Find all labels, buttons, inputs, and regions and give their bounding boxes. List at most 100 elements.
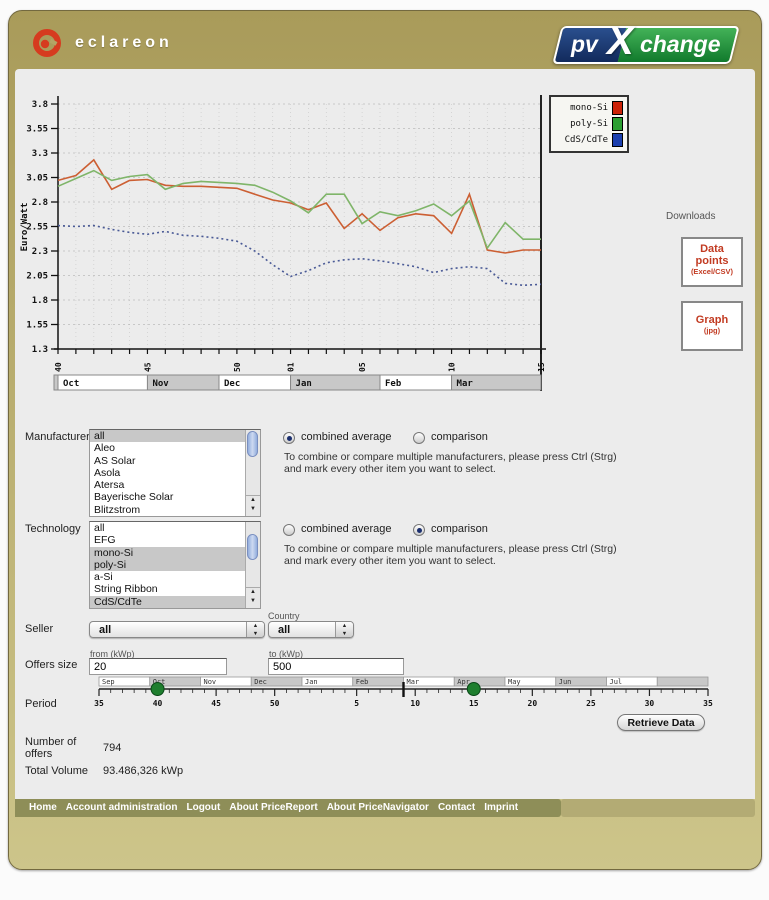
listbox-scrollbar[interactable]: ▲ ▼	[245, 430, 260, 516]
retrieve-data-button[interactable]: Retrieve Data	[617, 714, 705, 731]
svg-text:50: 50	[233, 362, 242, 372]
manufacturer-help-line1: To combine or compare multiple manufactu…	[284, 451, 617, 463]
country-dropdown-stepper-icon[interactable]: ▲ ▼	[335, 622, 353, 637]
pvxchange-x-text: X	[607, 19, 634, 63]
svg-text:Oct: Oct	[153, 678, 166, 686]
mfr-option[interactable]: AS Solar	[94, 454, 136, 467]
technology-comparison-label: comparison	[431, 523, 488, 535]
tech-option[interactable]: EFG	[94, 534, 116, 547]
svg-text:Mar: Mar	[407, 678, 420, 686]
footer-nav-item[interactable]: Imprint	[484, 802, 519, 813]
period-label: Period	[25, 698, 57, 710]
mfr-option[interactable]: Asola	[94, 466, 121, 479]
svg-text:35: 35	[703, 699, 713, 708]
tech-option[interactable]: mono-Si	[90, 546, 260, 559]
seller-dropdown[interactable]: all ▲ ▼	[89, 621, 265, 638]
svg-text:30: 30	[645, 699, 655, 708]
footer-nav-item[interactable]: About PriceReport	[229, 802, 318, 813]
footer-nav-item[interactable]: Account administration	[65, 802, 178, 813]
country-label: Country	[268, 611, 300, 621]
svg-text:2.55: 2.55	[26, 223, 48, 233]
footer-nav-item[interactable]: Contact	[437, 802, 476, 813]
mfr-option[interactable]: Aleo	[94, 442, 116, 455]
svg-text:45: 45	[211, 699, 221, 708]
download-data-points-button[interactable]: Data points (Excel/CSV)	[681, 237, 743, 287]
pvxchange-change-text: change	[640, 31, 721, 57]
technology-listbox[interactable]: all EFG mono-Si poly-Si a-Si String Ribbon CdS…	[89, 521, 261, 609]
period-slider[interactable]: Sep Oct Nov Dec Jan Feb Mar Apr May Jun Jul 35 40 45 5…	[15, 673, 755, 719]
footer-nav-bar	[15, 799, 561, 817]
download-graph-button[interactable]: Graph (jpg)	[681, 301, 743, 351]
svg-text:3.3: 3.3	[32, 149, 48, 159]
svg-text:3.05: 3.05	[26, 174, 48, 184]
listbox-scrollbar[interactable]: ▲ ▼	[245, 522, 260, 608]
pvxchange-logo[interactable]: pv X change	[552, 19, 740, 64]
svg-text:1.3: 1.3	[32, 345, 48, 355]
series-CdS/CdTe	[57, 224, 542, 287]
price-chart: 3.8 3.55 3.3 3.05 2.8 2.55 2.3 2.05 1.8 1.55 1.3 Eu…	[20, 95, 546, 391]
svg-text:35: 35	[94, 699, 104, 708]
mfr-option[interactable]: Bayerische Solar	[94, 491, 174, 504]
manufacturer-comparison-label: comparison	[431, 431, 488, 443]
eclareon-swirl-icon	[33, 29, 61, 57]
scrollbar-arrows-icon[interactable]: ▲ ▼	[246, 495, 260, 516]
slider-month-segment	[656, 676, 709, 687]
technology-help-line2: and mark every other item you want to se…	[284, 555, 496, 567]
mfr-option[interactable]: Atersa	[94, 479, 125, 492]
svg-text:1.55: 1.55	[26, 321, 48, 331]
period-slider-handle[interactable]	[466, 682, 481, 696]
footer-nav-item[interactable]: Home	[29, 802, 57, 813]
svg-text:Jun: Jun	[559, 678, 572, 686]
number-of-offers-label-line1: Number of	[25, 736, 77, 748]
country-dropdown[interactable]: all ▲ ▼	[268, 621, 354, 638]
seller-dropdown-stepper-icon[interactable]: ▲ ▼	[246, 622, 264, 637]
svg-text:Feb: Feb	[356, 678, 369, 686]
technology-combined-average-radio[interactable]	[283, 524, 295, 536]
manufacturer-combined-average-label: combined average	[301, 431, 392, 443]
chart-grid	[57, 103, 542, 350]
manufacturer-comparison-radio[interactable]	[413, 432, 425, 444]
svg-text:Jan: Jan	[296, 379, 312, 389]
content-panel: 3.8 3.55 3.3 3.05 2.8 2.55 2.3 2.05 1.8 1.55 1.3 Eu…	[15, 69, 755, 799]
tech-option[interactable]: String Ribbon	[94, 583, 158, 596]
manufacturer-listbox[interactable]: all Aleo AS Solar Asola Atersa Bayerische Sol…	[89, 429, 261, 517]
svg-text:40: 40	[153, 699, 163, 708]
mfr-option[interactable]: all	[90, 430, 260, 443]
footer-nav-item[interactable]: About PriceNavigator	[326, 802, 429, 813]
scrollbar-thumb[interactable]	[247, 534, 258, 560]
offers-to-input[interactable]	[268, 658, 404, 675]
eclareon-logo[interactable]: eclareon	[31, 27, 173, 59]
scrollbar-thumb[interactable]	[247, 431, 258, 457]
manufacturer-combined-average-radio[interactable]	[283, 432, 295, 444]
svg-text:2.8: 2.8	[32, 198, 48, 208]
main-card: eclareon pv X change 3.8 3.55 3.3 3.05 2.8 2.…	[8, 10, 762, 870]
technology-label: Technology	[25, 523, 81, 535]
offers-from-input[interactable]	[89, 658, 227, 675]
mfr-option[interactable]: Blitzstrom	[94, 503, 141, 516]
svg-text:3.55: 3.55	[26, 125, 48, 135]
svg-text:50: 50	[270, 699, 280, 708]
legend-swatch	[612, 101, 623, 115]
technology-comparison-radio[interactable]	[413, 524, 425, 536]
svg-text:25: 25	[586, 699, 596, 708]
legend-item: mono-Si	[555, 100, 623, 116]
legend-label: mono-Si	[570, 103, 608, 113]
scrollbar-arrows-icon[interactable]: ▲ ▼	[246, 587, 260, 608]
manufacturer-label: Manufacturer	[25, 431, 90, 443]
tech-option[interactable]: all	[94, 522, 105, 534]
legend-swatch	[612, 117, 623, 131]
svg-text:Nov: Nov	[204, 678, 217, 686]
svg-text:01: 01	[287, 362, 296, 372]
tech-option[interactable]: a-Si	[94, 571, 113, 584]
footer-nav: Home Account administration Logout About Pr…	[15, 799, 755, 817]
footer-nav-item[interactable]: Logout	[186, 802, 221, 813]
tech-option[interactable]: poly-Si	[90, 558, 260, 572]
svg-text:3.8: 3.8	[32, 100, 48, 110]
svg-text:Dec: Dec	[224, 379, 240, 389]
country-dropdown-value: all	[278, 624, 291, 636]
legend-item: poly-Si	[555, 116, 623, 132]
period-slider-handle[interactable]	[150, 682, 165, 696]
footer-nav-bar-end	[561, 799, 755, 817]
tech-option[interactable]: CdS/CdTe	[90, 595, 260, 609]
